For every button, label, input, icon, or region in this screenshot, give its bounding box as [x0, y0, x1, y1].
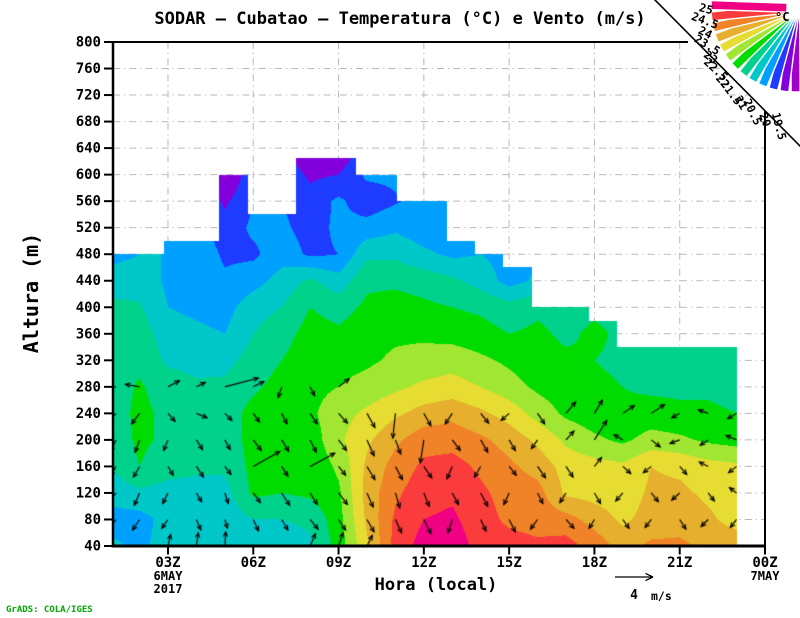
wind-reference-unit: m/s: [651, 589, 672, 603]
wind-reference-arrow: 4 m/s: [615, 572, 672, 603]
y-tick-label: 520: [76, 220, 101, 236]
y-tick-label: 680: [76, 114, 101, 130]
x-tick-date-label: 2017: [154, 582, 183, 596]
plot-frame: [111, 41, 766, 548]
legend-band-swatch: [710, 0, 788, 13]
legend-level-label: 21: [732, 93, 751, 112]
y-tick-label: 640: [76, 141, 101, 157]
y-tick-label: 40: [84, 539, 101, 555]
x-tick-label: 18Z: [582, 555, 607, 571]
y-tick-label: 200: [76, 432, 101, 448]
axis-tick-labels: 800 760 720 680 640 600 560 520 480 440 400 360 320 2…: [76, 35, 781, 597]
y-tick-label: 360: [76, 326, 101, 342]
axis-ticks: [104, 41, 766, 555]
y-tick-label: 160: [76, 459, 101, 475]
legend-level-label: 24: [696, 23, 715, 42]
legend-level-label: 19.5: [769, 111, 790, 141]
x-tick-date-label: 7MAY: [751, 569, 781, 583]
y-tick-label: 760: [76, 61, 101, 77]
x-axis-label: Hora (local): [375, 575, 498, 595]
grads-watermark: GrADS: COLA/IGES: [6, 605, 93, 615]
y-tick-label: 240: [76, 406, 101, 422]
x-tick-label: 06Z: [241, 555, 266, 571]
y-axis-label: Altura (m): [19, 233, 43, 353]
y-tick-label: 400: [76, 300, 101, 316]
legend-level-label: 25: [698, 0, 715, 17]
y-tick-label: 600: [76, 167, 101, 183]
page-title: SODAR — Cubatao — Temperatura (°C) e Ven…: [154, 9, 645, 29]
y-tick-label: 80: [84, 512, 101, 528]
x-tick-label: 21Z: [667, 555, 692, 571]
x-tick-label: 09Z: [326, 555, 351, 571]
y-tick-label: 720: [76, 88, 101, 104]
legend-unit-label: °C: [775, 10, 789, 24]
x-tick-label: 15Z: [496, 555, 521, 571]
y-tick-label: 120: [76, 485, 101, 501]
wind-reference-value: 4: [630, 588, 638, 603]
y-tick-label: 800: [76, 35, 101, 51]
legend-level-label: 20: [756, 111, 774, 129]
y-tick-label: 280: [76, 379, 101, 395]
legend-level-label: 23: [701, 47, 721, 67]
y-tick-label: 560: [76, 194, 101, 210]
x-tick-label: 12Z: [411, 555, 436, 571]
y-tick-label: 440: [76, 273, 101, 289]
y-tick-label: 480: [76, 247, 101, 263]
x-tick-date-label: 6MAY: [154, 569, 184, 583]
legend-corner-diagonal: [653, 0, 800, 148]
y-tick-label: 320: [76, 353, 101, 369]
x-tick-label: 03Z: [155, 555, 180, 571]
x-tick-label: 00Z: [752, 555, 777, 571]
